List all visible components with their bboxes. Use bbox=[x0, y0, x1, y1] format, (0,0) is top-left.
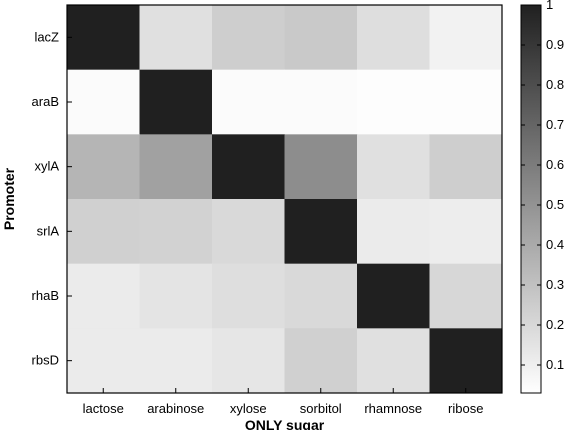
y-axis-ticks: lacZ araB xylA srlA rhaB rbsD bbox=[32, 29, 72, 368]
y-tick-label: araB bbox=[32, 94, 59, 109]
heatmap-cell bbox=[357, 134, 430, 200]
x-axis-ticks: lactose arabinose xylose sorbitol rhamnose ri… bbox=[83, 388, 483, 416]
colorbar-tick-label: 0.3 bbox=[546, 277, 564, 292]
heatmap-cell bbox=[357, 263, 430, 329]
x-tick-label: xylose bbox=[230, 401, 267, 416]
heatmap-cell bbox=[212, 328, 285, 394]
heatmap-cell bbox=[139, 134, 213, 200]
colorbar-tick-label: 0.4 bbox=[546, 237, 564, 252]
heatmap-cell bbox=[284, 69, 358, 135]
heatmap-cell bbox=[429, 134, 503, 200]
colorbar-tick-label: 0.7 bbox=[546, 117, 564, 132]
heatmap-cell bbox=[284, 134, 358, 200]
heatmap-cell bbox=[67, 263, 140, 329]
y-tick-label: xylA bbox=[34, 159, 59, 174]
heatmap-cell bbox=[357, 69, 430, 135]
heatmap-cell bbox=[284, 5, 358, 71]
x-tick-label: arabinose bbox=[147, 401, 204, 416]
colorbar-tick-label: 1 bbox=[546, 0, 553, 12]
heatmap-cell bbox=[357, 199, 430, 265]
heatmap-cell bbox=[284, 328, 358, 394]
heatmap-cell bbox=[212, 5, 285, 71]
colorbar-tick-label: 0.8 bbox=[546, 77, 564, 92]
x-tick-label: lactose bbox=[83, 401, 124, 416]
heatmap-cell bbox=[212, 199, 285, 265]
heatmap-cell bbox=[139, 5, 213, 71]
y-tick-label: rhaB bbox=[32, 288, 59, 303]
heatmap-cell bbox=[67, 69, 140, 135]
x-axis-title: ONLY sugar bbox=[245, 417, 325, 430]
heatmap-cell bbox=[429, 69, 503, 135]
heatmap-cells bbox=[67, 5, 503, 394]
y-tick-label: lacZ bbox=[34, 29, 59, 44]
heatmap-cell bbox=[67, 134, 140, 200]
plot-frame bbox=[66, 4, 503, 394]
heatmap-cell bbox=[357, 328, 430, 394]
heatmap-cell bbox=[139, 69, 213, 135]
x-tick-label: sorbitol bbox=[300, 401, 342, 416]
heatmap-cell bbox=[139, 328, 213, 394]
heatmap-cell bbox=[139, 263, 213, 329]
heatmap-cell bbox=[139, 199, 213, 265]
colorbar bbox=[520, 4, 542, 394]
x-tick-label: ribose bbox=[448, 401, 483, 416]
y-axis-title: Promoter bbox=[1, 167, 17, 230]
heatmap-cell bbox=[357, 5, 430, 71]
x-tick-label: rhamnose bbox=[364, 401, 422, 416]
heatmap-cell bbox=[67, 328, 140, 394]
heatmap-cell bbox=[284, 199, 358, 265]
colorbar-tick-label: 0.9 bbox=[546, 37, 564, 52]
heatmap-cell bbox=[429, 5, 503, 71]
heatmap-cell bbox=[67, 199, 140, 265]
heatmap-cell bbox=[212, 263, 285, 329]
heatmap-cell bbox=[429, 328, 503, 394]
heatmap-cell bbox=[284, 263, 358, 329]
colorbar-ticks: 0.1 0.2 0.3 0.4 0.5 0.6 0.7 0.8 0.9 1 bbox=[521, 0, 564, 372]
colorbar-tick-label: 0.1 bbox=[546, 357, 564, 372]
heatmap-cell bbox=[429, 199, 503, 265]
colorbar-tick-label: 0.6 bbox=[546, 157, 564, 172]
colorbar-tick-label: 0.2 bbox=[546, 317, 564, 332]
y-tick-label: rbsD bbox=[32, 353, 59, 368]
heatmap-cell bbox=[212, 134, 285, 200]
y-tick-label: srlA bbox=[37, 223, 60, 238]
heatmap-cell bbox=[429, 263, 503, 329]
heatmap-cell bbox=[67, 5, 140, 71]
colorbar-tick-label: 0.5 bbox=[546, 197, 564, 212]
heatmap-cell bbox=[212, 69, 285, 135]
